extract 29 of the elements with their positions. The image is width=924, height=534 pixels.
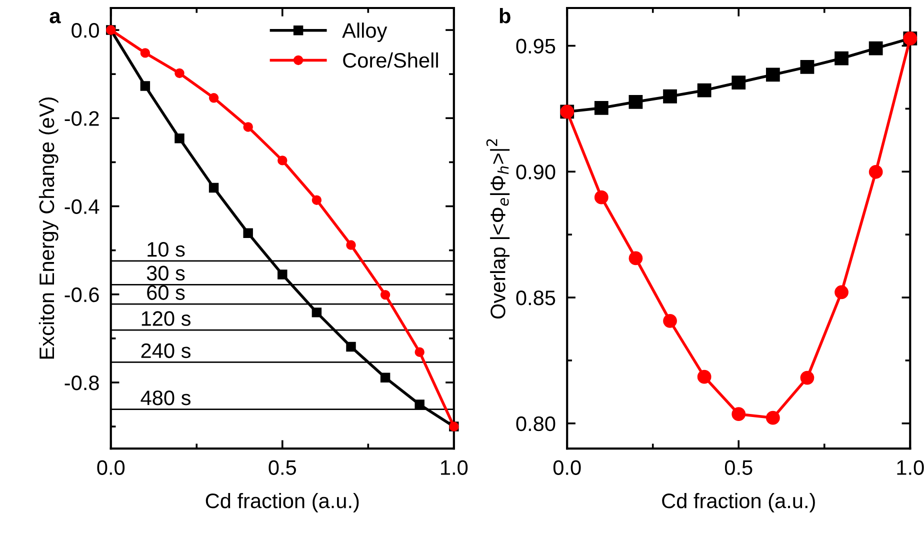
y-tick-label: -0.4 <box>64 199 100 214</box>
ref-line-label: 30 s <box>146 266 185 281</box>
x-tick-label: 1.0 <box>441 460 468 475</box>
ref-line-label: 240 s <box>141 343 190 358</box>
x-tick-label: 0.0 <box>97 460 125 475</box>
x-axis-title: Cd fraction (a.u.) <box>662 492 815 512</box>
y-tick-label: 0.90 <box>516 164 556 180</box>
ref-line-label: 120 s <box>142 311 190 326</box>
y-tick-label: -0.8 <box>64 375 99 390</box>
y-tick-label: 0.80 <box>516 416 556 432</box>
x-axis-title: Cd fraction (a.u.) <box>206 492 359 512</box>
legend-label: Alloy <box>342 22 388 42</box>
chart-title: b <box>500 8 510 24</box>
ref-line-label: 480 s <box>140 390 190 406</box>
x-tick-label: 0.5 <box>724 460 752 475</box>
y-axis-title: Overlap |<Φ$_{e}$|Φ$_{h}$>|$^{2}$ <box>486 139 510 319</box>
x-tick-label: 0.0 <box>553 460 581 475</box>
legend-label: Core/Shell <box>343 52 438 68</box>
x-tick-label: 1.0 <box>897 460 924 475</box>
x-tick-label: 0.5 <box>268 460 296 475</box>
y-tick-label: 0.85 <box>516 290 556 306</box>
y-tick-label: 0.95 <box>516 38 556 54</box>
y-tick-label: 0.0 <box>72 23 99 38</box>
ref-line-label: 10 s <box>148 242 185 257</box>
ref-line-label: 60 s <box>147 285 185 300</box>
y-tick-label: -0.6 <box>64 287 99 302</box>
y-tick-label: -0.2 <box>64 111 99 126</box>
chart-title: a <box>50 12 61 24</box>
y-axis-title: Exciton Energy Change (eV) <box>38 98 58 359</box>
